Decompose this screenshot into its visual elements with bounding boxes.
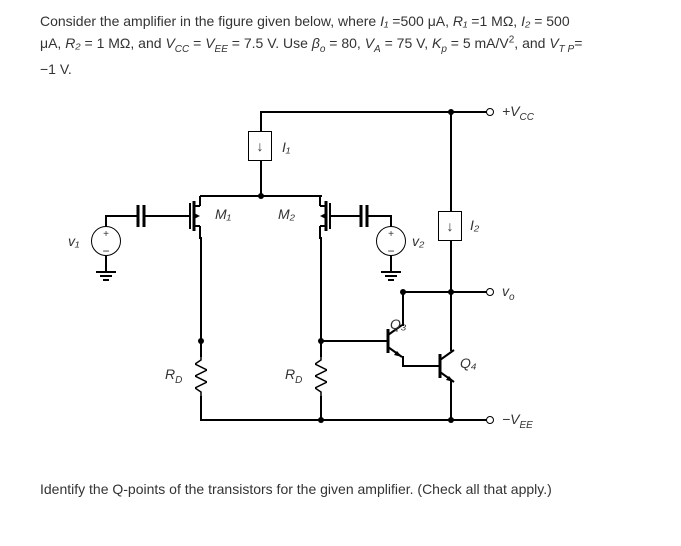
ground-icon: [381, 271, 401, 281]
node: [198, 338, 204, 344]
eq: =: [574, 35, 582, 51]
val: = 500: [530, 13, 569, 29]
wire: [200, 396, 202, 421]
wire: [368, 215, 392, 217]
current-source-I1: [248, 131, 272, 161]
sub: T P: [559, 44, 575, 55]
label-M1: M₁: [215, 206, 231, 222]
sym: V: [365, 35, 374, 51]
wire: [105, 256, 107, 271]
wire: [105, 215, 107, 227]
sym: V: [205, 35, 214, 51]
label-I1: I₁: [282, 139, 290, 155]
voltage-source-v2: +−: [376, 226, 406, 256]
sub: EE: [215, 44, 228, 55]
wire: [340, 215, 360, 217]
val: = 80,: [325, 35, 364, 51]
wire: [260, 111, 262, 131]
node: [448, 417, 454, 423]
voltage-source-v1: +−: [91, 226, 121, 256]
sym: R₂: [65, 35, 80, 51]
wire: [450, 291, 490, 293]
sym: V: [549, 35, 558, 51]
wire: [450, 291, 452, 351]
wire: [390, 256, 392, 271]
sym: V: [165, 35, 174, 51]
wire: [402, 365, 432, 367]
label-vee: −VEE: [502, 411, 533, 431]
label-Q4: Q₄: [460, 355, 477, 371]
node: [318, 417, 324, 423]
label-v1: v₁: [68, 233, 79, 249]
sym: R₁: [453, 13, 468, 29]
capacitor-icon: [135, 203, 147, 232]
sym: K: [432, 35, 441, 51]
label-I2: I₂: [470, 217, 479, 233]
label-vcc: +VCC: [502, 103, 534, 123]
question-prompt: Identify the Q-points of the transistors…: [40, 481, 641, 497]
eq: =: [193, 35, 205, 51]
wire: [450, 381, 452, 421]
val: = 75 V,: [381, 35, 432, 51]
sym: I₂: [521, 13, 530, 29]
label-v2: v₂: [412, 233, 424, 249]
terminal-vee: [486, 416, 494, 424]
wire: [390, 215, 392, 227]
wire: [260, 161, 262, 196]
sub: CC: [175, 44, 189, 55]
resistor-RD-left: [195, 356, 207, 396]
circuit-diagram: +VCC I₁ M₁ M₂: [50, 91, 570, 471]
text: Consider the amplifier in the figure giv…: [40, 13, 380, 29]
label-RD-right: RD: [285, 366, 302, 386]
capacitor-icon: [358, 203, 370, 232]
val: =500 μA,: [388, 13, 453, 29]
problem-statement: Consider the amplifier in the figure giv…: [40, 10, 641, 81]
wire: [402, 291, 404, 326]
wire: [145, 215, 180, 217]
and: , and: [514, 35, 549, 51]
sym: β: [312, 35, 320, 51]
resistor-RD-right: [315, 356, 327, 396]
wire: [402, 291, 452, 293]
val: =1 MΩ,: [467, 13, 521, 29]
label-M2: M₂: [278, 206, 295, 222]
label-vo: vo: [502, 283, 515, 303]
wire: [200, 419, 490, 421]
label-RD-left: RD: [165, 366, 182, 386]
text: μA,: [40, 35, 65, 51]
ground-icon: [96, 271, 116, 281]
wire: [450, 111, 452, 211]
terminal-vo: [486, 288, 494, 296]
terminal-vcc: [486, 108, 494, 116]
val: = 7.5 V. Use: [232, 35, 312, 51]
val: = 1 MΩ, and: [81, 35, 166, 51]
wire: [450, 241, 452, 293]
wire: [320, 340, 380, 342]
node: [448, 109, 454, 115]
wire: [105, 215, 137, 217]
sub: A: [374, 44, 381, 55]
val: −1 V.: [40, 61, 72, 77]
wire: [260, 111, 490, 113]
current-source-I2: [438, 211, 462, 241]
val: = 5 mA/V: [447, 35, 509, 51]
